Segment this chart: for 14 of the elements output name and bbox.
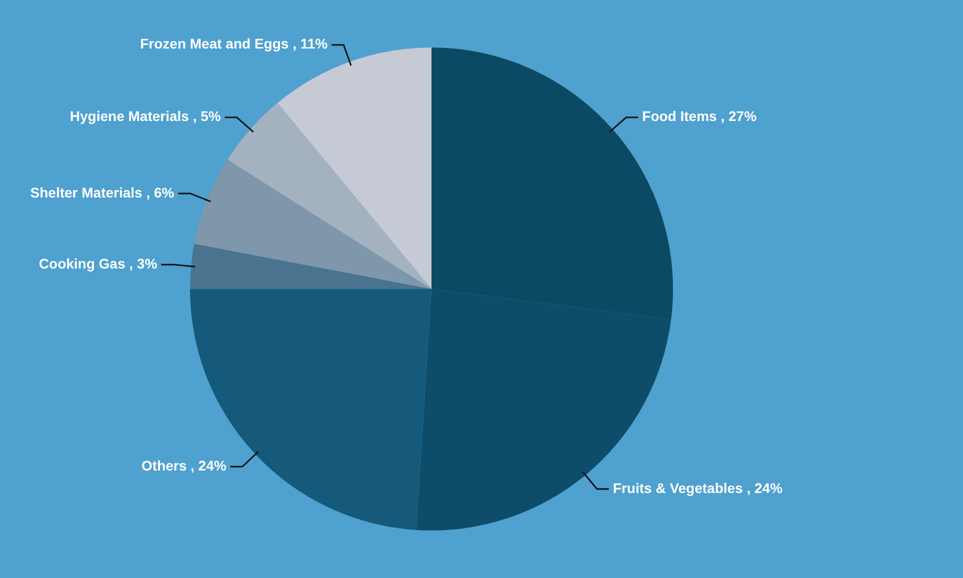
data-label: , 3% bbox=[129, 255, 158, 272]
data-label: , 11% bbox=[292, 36, 328, 52]
data-label: , 5% bbox=[192, 108, 222, 124]
slice-label: Frozen Meat and Eggs bbox=[140, 36, 289, 52]
slice-label: Shelter Materials bbox=[30, 184, 143, 200]
slice-label: Food Items bbox=[642, 108, 718, 124]
slice-label: Fruits & Vegetables bbox=[612, 480, 744, 496]
data-label: , 6% bbox=[146, 184, 175, 200]
data-label: , 24% bbox=[746, 480, 784, 496]
slice-label: Hygiene Materials bbox=[70, 108, 190, 124]
data-label: , 24% bbox=[190, 458, 227, 474]
data-label: , 27% bbox=[720, 108, 758, 124]
slice-label: Others bbox=[142, 458, 187, 474]
slice-label: Cooking Gas bbox=[38, 255, 126, 272]
